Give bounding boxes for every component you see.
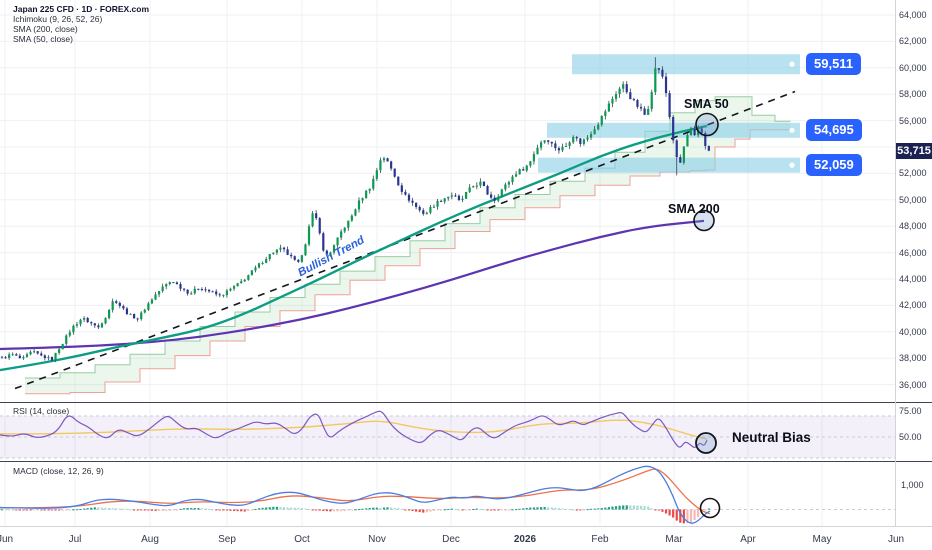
macd-circle	[699, 497, 721, 519]
price-zone-badge: 52,059	[806, 154, 862, 177]
time-axis-label: Apr	[740, 534, 756, 545]
time-axis-label: May	[812, 534, 832, 545]
time-axis-label: Jun	[887, 534, 905, 545]
sma50-circle	[695, 112, 719, 137]
rsi-line	[0, 410, 708, 448]
price-zone-badge: 54,695	[806, 119, 862, 142]
bullish-trendline	[14, 90, 796, 390]
time-axis-label: Nov	[368, 534, 386, 545]
rsi-pane-label[interactable]: RSI (14, close)	[13, 406, 70, 416]
rsi-circle	[695, 432, 717, 454]
macd-pane-label[interactable]: MACD (close, 12, 26, 9)	[13, 466, 104, 476]
time-axis-label: Jul	[68, 534, 82, 545]
time-axis-label: Feb	[591, 534, 609, 545]
legend: Japan 225 CFD · 1D · FOREX.com Ichimoku …	[13, 4, 149, 44]
symbol-title[interactable]: Japan 225 CFD · 1D · FOREX.com	[13, 4, 150, 14]
price-zone-badge: 59,511	[806, 53, 862, 76]
ichimoku-cloud	[25, 96, 790, 394]
time-axis-label: Dec	[442, 534, 460, 545]
neutral-bias-annotation: Neutral Bias	[732, 430, 811, 445]
legend-ichimoku[interactable]: Ichimoku (9, 26, 52, 26)	[13, 14, 103, 24]
time-axis-label: Jun	[0, 534, 14, 545]
macd-histogram	[0, 505, 710, 524]
macd-pane[interactable]	[0, 0, 896, 550]
sma50-annotation: SMA 50	[684, 97, 729, 111]
candles	[0, 57, 710, 363]
legend-sma200[interactable]: SMA (200, close)	[13, 24, 78, 34]
sma50-line	[0, 124, 708, 372]
time-axis-label: Mar	[665, 534, 683, 545]
sma200-circle	[693, 209, 715, 232]
legend-sma50[interactable]: SMA (50, close)	[13, 34, 73, 44]
time-axis-label: Aug	[141, 534, 159, 545]
time-axis-label: Oct	[294, 534, 310, 545]
time-axis-label: Sep	[218, 534, 236, 545]
macd-signal-line	[0, 468, 711, 515]
macd-line	[0, 465, 711, 524]
sma200-annotation: SMA 200	[668, 202, 720, 216]
sma200-line	[0, 219, 705, 351]
price-pane[interactable]	[0, 0, 896, 550]
rsi-pane[interactable]	[0, 0, 896, 550]
last-price-tag: 53,715	[896, 142, 932, 159]
time-axis-label: 2026	[513, 534, 537, 545]
time-axis[interactable]: Jun Jul Aug Sep Oct Nov Dec 2026 Feb Mar Apr May Jun	[0, 527, 932, 550]
